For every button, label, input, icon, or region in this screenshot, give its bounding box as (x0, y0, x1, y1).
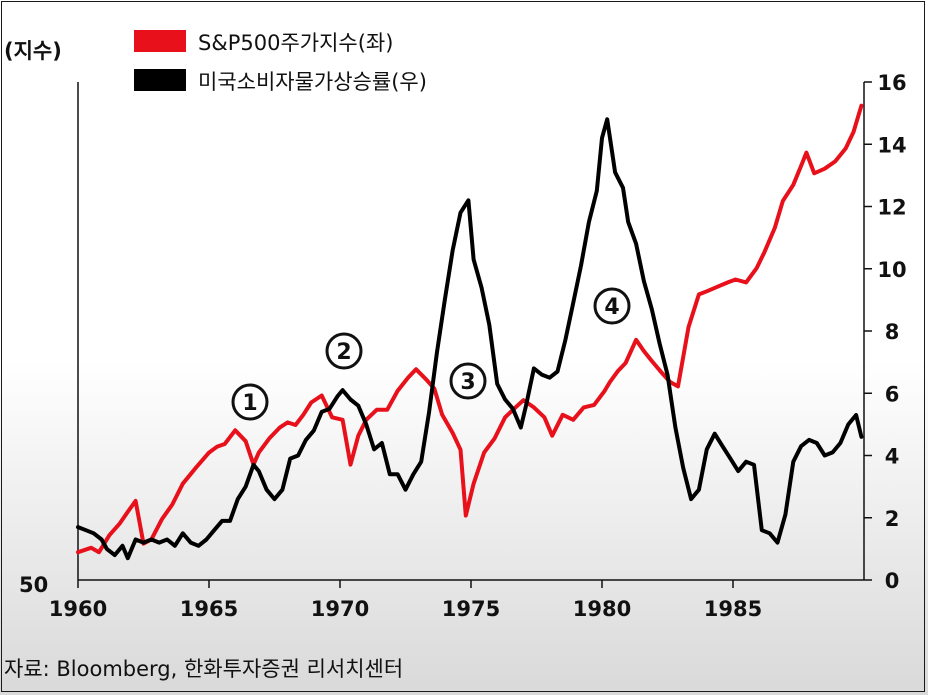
y-left-tick-50: 50 (19, 573, 48, 597)
annotations: 1 2 3 4 (231, 287, 631, 421)
y-right-tick-label: 2 (885, 507, 900, 531)
x-tick-label: 1985 (704, 597, 762, 621)
annotation-circle-1 (231, 383, 269, 421)
x-tick-label: 1965 (180, 597, 238, 621)
legend-swatch-sp500 (134, 30, 186, 52)
cpi-line (76, 117, 864, 561)
y-right-tick-label: 16 (877, 71, 906, 95)
x-tick-label: 1980 (573, 597, 631, 621)
annotation-number-2: 2 (336, 340, 351, 365)
annotation-number-1: 1 (242, 391, 257, 416)
legend-swatch-cpi (134, 69, 186, 91)
series-layer (76, 103, 864, 561)
y-right-tick-label: 0 (885, 569, 900, 593)
annotation-number-3: 3 (460, 370, 475, 395)
y-left-label: (지수) (4, 39, 62, 63)
source-note: 자료: Bloomberg, 한화투자증권 리서치센터 (4, 657, 403, 681)
y-right-tick-label: 12 (877, 196, 906, 220)
annotation-circle-3 (449, 362, 487, 400)
x-tick-label: 1960 (49, 597, 107, 621)
y-right-tick-label: 8 (885, 320, 900, 344)
sp500-line (76, 103, 864, 555)
x-ticks: 1960 1965 1970 1975 1980 1985 (49, 580, 762, 621)
annotation-circle-2 (325, 332, 363, 370)
y-right-tick-label: 4 (885, 445, 900, 469)
legend-label-sp500: S&P500주가지수(좌) (198, 31, 393, 55)
y-right-tick-label: 14 (877, 133, 906, 157)
y-right-tick-label: 6 (885, 382, 900, 406)
annotation-number-4: 4 (604, 295, 619, 320)
annotation-circle-4 (593, 287, 631, 325)
x-tick-label: 1975 (442, 597, 500, 621)
y-right-ticks: 0 2 4 6 8 10 12 14 16 (864, 71, 907, 593)
y-right-tick-label: 10 (877, 258, 906, 282)
x-tick-label: 1970 (311, 597, 369, 621)
legend-label-cpi: 미국소비자물가상승률(우) (198, 70, 427, 94)
